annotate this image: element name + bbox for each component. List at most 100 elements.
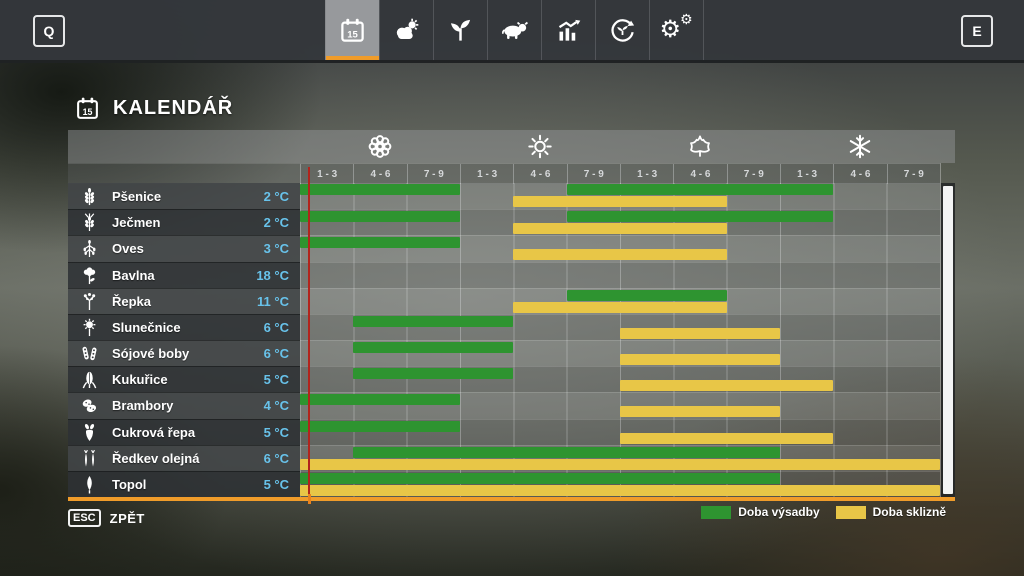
- soybean-icon: [78, 344, 100, 364]
- crop-period-chart: [300, 287, 940, 314]
- key-hint-e[interactable]: E: [961, 15, 993, 47]
- crop-label-cell: Ječmen 2 °C: [68, 209, 300, 236]
- crop-label-cell: Řepka 11 °C: [68, 287, 300, 314]
- tab-settings[interactable]: ⚙ ⚙: [649, 0, 704, 60]
- crop-period-chart: [300, 392, 940, 419]
- crop-row: Ředkev olejná 6 °C: [68, 444, 940, 471]
- period-label: 1 - 3: [300, 164, 353, 184]
- period-label: 1 - 3: [779, 164, 833, 184]
- plant-period-bar: [300, 237, 460, 249]
- crop-row: Oves 3 °C: [68, 235, 940, 262]
- tab-crops[interactable]: [433, 0, 487, 60]
- period-label: 7 - 9: [566, 164, 620, 184]
- harvest-period-bar: [300, 458, 940, 470]
- crop-name: Ředkev olejná: [112, 450, 200, 466]
- period-label: 4 - 6: [673, 164, 726, 184]
- harvest-legend-swatch: [835, 505, 866, 519]
- plant-period-bar: [300, 211, 460, 223]
- canola-icon: [78, 291, 100, 311]
- plant-period-bar: [566, 211, 834, 223]
- crop-row: Ječmen 2 °C: [68, 209, 940, 236]
- crop-row: Topol 5 °C: [68, 470, 940, 498]
- tab-animals[interactable]: [487, 0, 541, 60]
- plant-period-bar: [353, 342, 514, 354]
- crop-name: Oves: [112, 241, 144, 257]
- crop-period-chart: [300, 209, 940, 236]
- plant-period-bar: [566, 289, 727, 301]
- top-menu-bar: Q 15: [0, 0, 1024, 63]
- tab-rotation[interactable]: [595, 0, 649, 60]
- current-day-tick: [307, 494, 311, 504]
- period-label: 7 - 9: [886, 164, 940, 184]
- plant-period-bar: [353, 368, 514, 380]
- maple-leaf-icon: [687, 133, 714, 160]
- snowflake-icon: [847, 133, 874, 160]
- season-header: [68, 130, 955, 163]
- crop-label-cell: Brambory 4 °C: [68, 392, 300, 419]
- plant-period-bar: [300, 420, 460, 432]
- crop-name: Cukrová řepa: [112, 424, 196, 440]
- crop-name: Řepka: [112, 293, 152, 309]
- sugarbeet-icon: [78, 422, 100, 442]
- period-label: 4 - 6: [513, 164, 566, 184]
- page-title: KALENDÁŘ: [113, 97, 234, 119]
- scrollbar-track: [941, 183, 955, 497]
- crop-row: Pšenice 2 °C: [68, 183, 940, 210]
- rotation-icon: [611, 18, 635, 42]
- period-label: 1 - 3: [619, 164, 673, 184]
- crop-name: Sójové boby: [112, 346, 190, 362]
- gear-icon: ⚙ ⚙: [659, 12, 693, 43]
- period-label: 4 - 6: [353, 164, 406, 184]
- key-hint-q[interactable]: Q: [33, 15, 65, 47]
- plant-period-bar: [353, 446, 780, 458]
- crop-label-cell: Ředkev olejná 6 °C: [68, 444, 300, 471]
- crop-min-temperature: 6 °C: [263, 450, 289, 466]
- flower-icon: [367, 133, 394, 160]
- crop-rows: Pšenice 2 °C Ječmen 2 °C Oves 3 °C Bavlna 18 °C…: [68, 183, 940, 498]
- harvest-period-bar: [513, 249, 727, 261]
- harvest-period-bar: [620, 432, 834, 444]
- crop-min-temperature: 5 °C: [263, 372, 289, 388]
- crop-label-cell: Oves 3 °C: [68, 235, 300, 262]
- crop-label-cell: Topol 5 °C: [68, 470, 300, 498]
- crop-name: Brambory: [112, 398, 174, 414]
- harvest-period-bar: [513, 223, 727, 235]
- crop-period-chart: [300, 418, 940, 445]
- crop-row: Bavlna 18 °C: [68, 261, 940, 288]
- tab-weather[interactable]: [379, 0, 433, 60]
- crop-label-cell: Bavlna 18 °C: [68, 261, 300, 288]
- barley-icon: [78, 213, 100, 233]
- crop-label-cell: Sójové boby 6 °C: [68, 340, 300, 367]
- period-label: 4 - 6: [833, 164, 886, 184]
- plant-legend-label: Doba výsadby: [738, 505, 820, 519]
- svg-text:15: 15: [347, 29, 358, 40]
- crop-row: Cukrová řepa 5 °C: [68, 418, 940, 445]
- back-label: ZPĚT: [109, 510, 145, 526]
- wheat-icon: [78, 186, 100, 206]
- scrollbar-thumb[interactable]: [943, 186, 953, 494]
- tab-calendar[interactable]: 15: [325, 0, 379, 60]
- crop-period-chart: [300, 340, 940, 367]
- panel-bottom-accent: [68, 497, 955, 501]
- plant-period-bar: [300, 184, 460, 195]
- crop-period-chart: [300, 261, 940, 288]
- back-control[interactable]: ESC ZPĚT: [68, 509, 145, 527]
- crop-row: Slunečnice 6 °C: [68, 313, 940, 341]
- key-hint-esc: ESC: [68, 509, 101, 527]
- crop-period-chart: [300, 470, 940, 498]
- corn-icon: [78, 370, 100, 390]
- harvest-period-bar: [300, 484, 940, 496]
- crop-min-temperature: 5 °C: [263, 424, 289, 440]
- plant-period-bar: [300, 472, 780, 484]
- crop-period-chart: [300, 313, 940, 341]
- crop-label-cell: Slunečnice 6 °C: [68, 313, 300, 341]
- tab-statistics[interactable]: [541, 0, 595, 60]
- sunflower-icon: [78, 317, 100, 337]
- crop-name: Slunečnice: [112, 319, 181, 335]
- crop-row: Brambory 4 °C: [68, 392, 940, 419]
- legend: Doba výsadby Doba sklizně: [701, 505, 955, 519]
- current-day-marker: [308, 167, 311, 497]
- sprout-icon: [450, 19, 471, 41]
